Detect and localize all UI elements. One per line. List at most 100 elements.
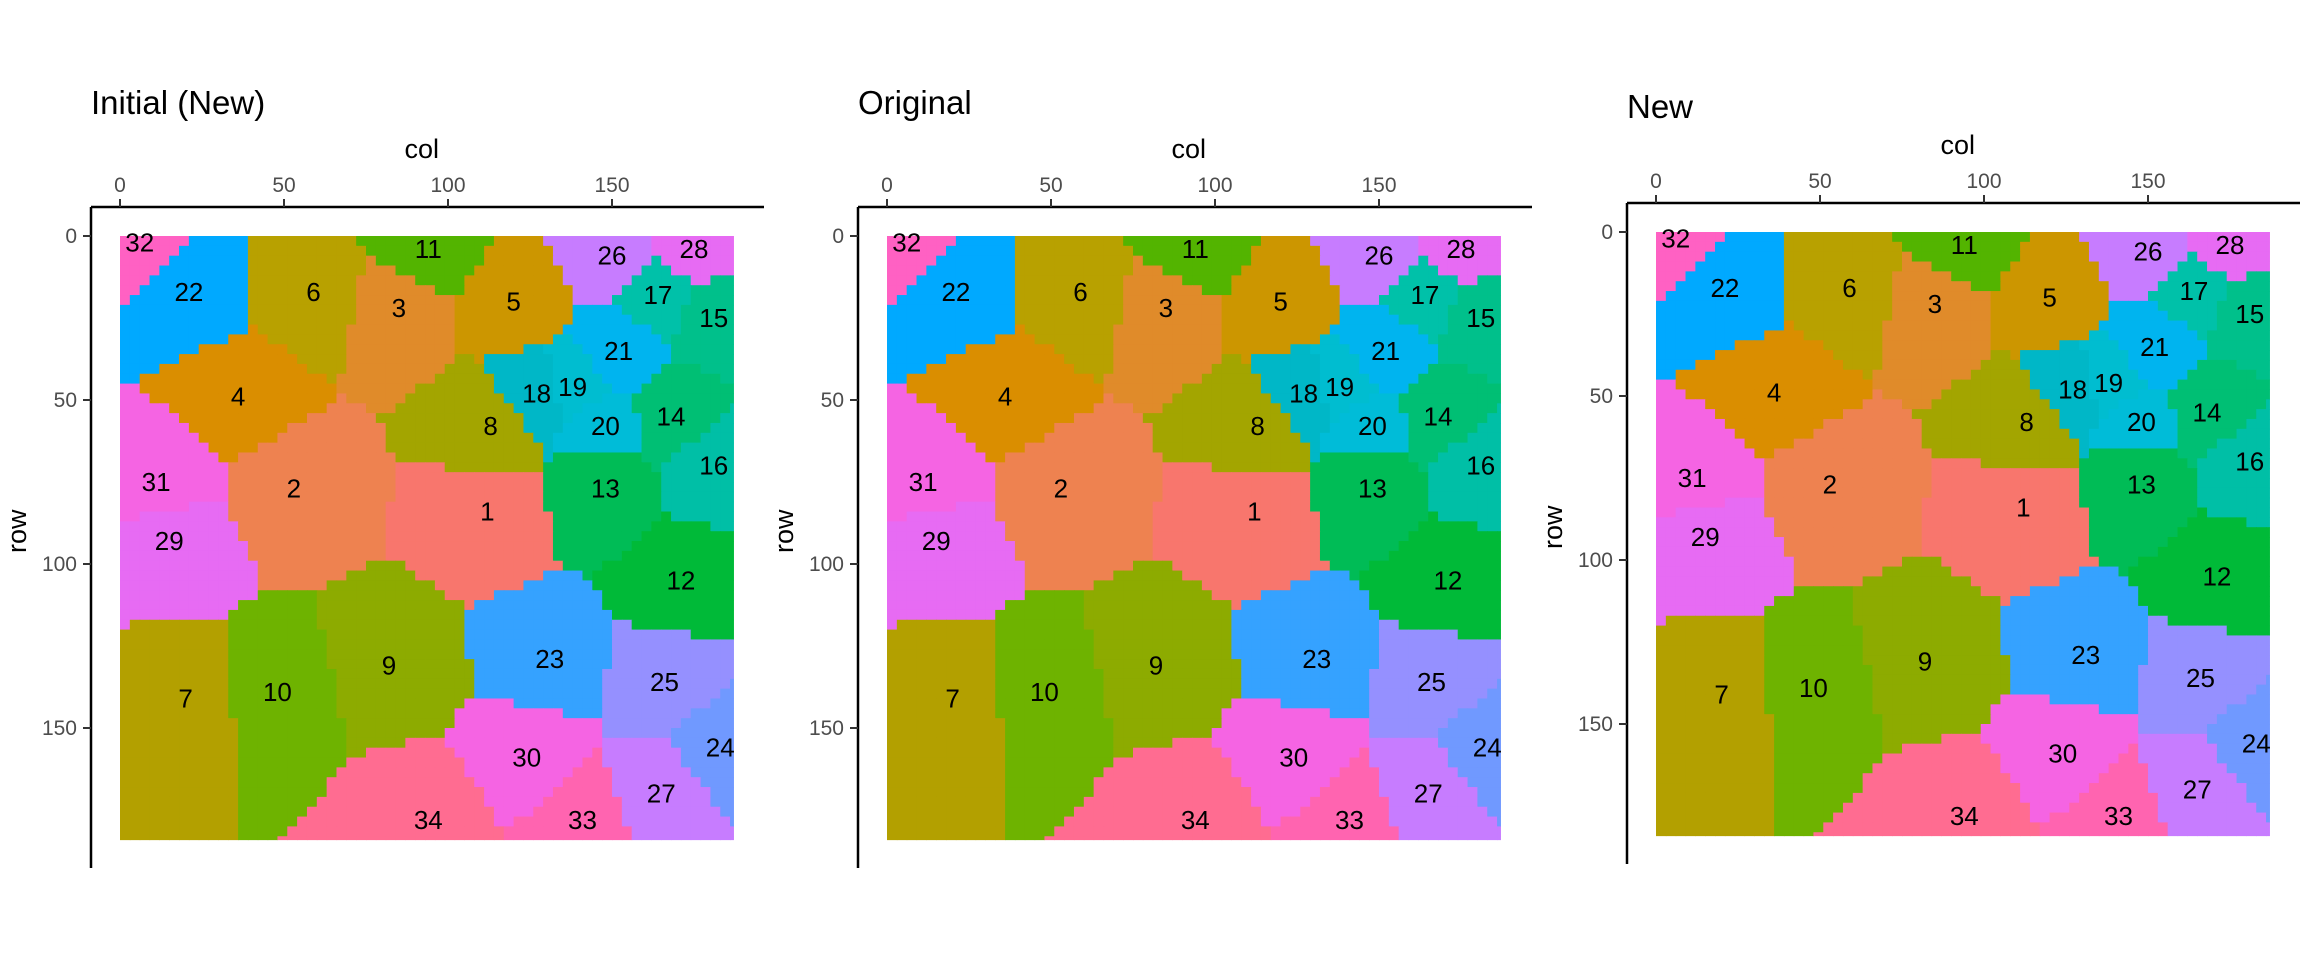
region-label: 4 <box>1767 378 1781 408</box>
panel-title: Initial (New) <box>91 84 265 121</box>
region-label: 1 <box>1247 497 1261 527</box>
region-label: 22 <box>174 277 203 307</box>
region-label: 2 <box>1823 470 1837 500</box>
region-label: 11 <box>1182 234 1209 264</box>
region-label: 21 <box>1371 336 1400 366</box>
region-label: 25 <box>2186 663 2215 693</box>
y-axis-title: row <box>2 509 32 553</box>
region-label: 24 <box>706 733 735 763</box>
y-axis-title: row <box>1538 505 1568 549</box>
region-label: 1 <box>2016 493 2030 523</box>
region-label: 20 <box>591 411 620 441</box>
region-label: 23 <box>2071 640 2100 670</box>
region-label: 33 <box>2104 801 2133 831</box>
region-label: 30 <box>512 743 541 773</box>
region-label: 12 <box>2202 561 2231 591</box>
region-label: 8 <box>483 411 497 441</box>
region-label: 28 <box>680 234 709 264</box>
y-tick-label: 0 <box>832 225 844 248</box>
region-label: 5 <box>2042 283 2056 313</box>
region-label: 3 <box>1928 289 1942 319</box>
x-tick-label: 0 <box>881 174 893 197</box>
region-label: 24 <box>1473 733 1502 763</box>
region-label: 27 <box>2183 775 2212 805</box>
region-label: 25 <box>1417 667 1446 697</box>
region-label: 17 <box>643 280 672 310</box>
region-label: 11 <box>415 234 442 264</box>
region-label: 26 <box>1365 241 1394 271</box>
region-label: 11 <box>1951 230 1978 260</box>
y-tick-label: 100 <box>1578 549 1613 572</box>
x-tick-label: 50 <box>1039 174 1062 197</box>
region-label: 12 <box>666 565 695 595</box>
region-label: 32 <box>892 228 921 258</box>
region-label: 26 <box>598 241 627 271</box>
region-label: 28 <box>1447 234 1476 264</box>
region-label: 9 <box>1149 651 1163 681</box>
region-label: 29 <box>155 526 184 556</box>
region-label: 23 <box>1302 644 1331 674</box>
y-tick-label: 50 <box>1590 385 1613 408</box>
region-label: 10 <box>1030 677 1059 707</box>
x-tick-label: 50 <box>272 174 295 197</box>
region-label: 5 <box>506 287 520 317</box>
region-label: 26 <box>2134 237 2163 267</box>
y-axis-title: row <box>769 509 799 553</box>
x-tick-label: 50 <box>1808 170 1831 193</box>
region-label: 6 <box>306 277 320 307</box>
region-label: 15 <box>699 303 728 333</box>
region-label: 1 <box>480 497 494 527</box>
x-tick-label: 0 <box>1650 170 1662 193</box>
region-label: 15 <box>1466 303 1495 333</box>
region-label: 9 <box>1918 647 1932 677</box>
region-label: 19 <box>558 372 587 402</box>
region-label: 21 <box>2140 332 2169 362</box>
region-label: 10 <box>263 677 292 707</box>
region-label: 30 <box>2048 739 2077 769</box>
region-label: 31 <box>909 467 938 497</box>
region-label: 18 <box>1289 378 1318 408</box>
region-label: 29 <box>922 526 951 556</box>
region-label: 2 <box>287 474 301 504</box>
region-label: 13 <box>591 474 620 504</box>
region-label: 13 <box>1358 474 1387 504</box>
region-label: 16 <box>1466 451 1495 481</box>
y-tick-label: 150 <box>809 717 844 740</box>
x-tick-label: 100 <box>430 174 465 197</box>
region-label: 7 <box>1714 680 1728 710</box>
region-label: 31 <box>1678 463 1707 493</box>
region-label: 22 <box>1710 273 1739 303</box>
region-label: 19 <box>2094 368 2123 398</box>
region-label: 14 <box>657 401 686 431</box>
region-label: 34 <box>414 805 443 835</box>
region-label: 15 <box>2235 299 2264 329</box>
x-tick-label: 100 <box>1197 174 1232 197</box>
region-label: 18 <box>2058 374 2087 404</box>
region-label: 19 <box>1325 372 1354 402</box>
region-label: 27 <box>647 779 676 809</box>
region-label: 27 <box>1414 779 1443 809</box>
region-label: 24 <box>2242 729 2271 759</box>
region-label: 28 <box>2216 230 2245 260</box>
region-label: 20 <box>2127 407 2156 437</box>
region-label: 18 <box>522 378 551 408</box>
region-label: 34 <box>1181 805 1210 835</box>
y-tick-label: 150 <box>42 717 77 740</box>
region-label: 22 <box>941 277 970 307</box>
region-label: 5 <box>1273 287 1287 317</box>
panel-title: Original <box>858 84 972 121</box>
region-label: 14 <box>1424 401 1453 431</box>
region-label: 16 <box>2235 447 2264 477</box>
y-tick-label: 100 <box>42 553 77 576</box>
region-label: 8 <box>1250 411 1264 441</box>
y-tick-label: 150 <box>1578 713 1613 736</box>
x-tick-label: 150 <box>2130 170 2165 193</box>
region-label: 25 <box>650 667 679 697</box>
region-label: 33 <box>1335 805 1364 835</box>
y-tick-label: 0 <box>65 225 77 248</box>
region-label: 6 <box>1073 277 1087 307</box>
region-label: 9 <box>382 651 396 681</box>
